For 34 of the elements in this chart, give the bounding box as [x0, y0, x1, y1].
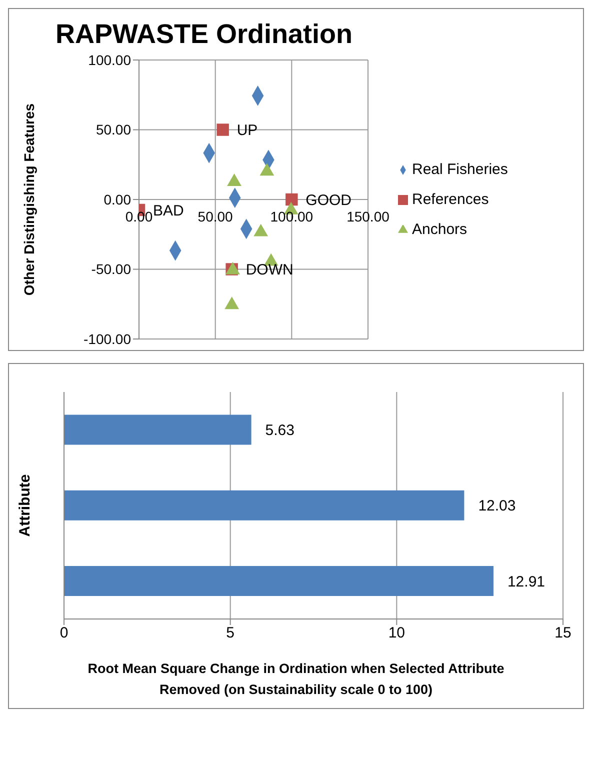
chart-title: RAPWASTE Ordination [54, 18, 354, 50]
y-tick-label: 0.00 [104, 191, 132, 208]
y-tick-label: 100.00 [88, 52, 132, 68]
y-tick-label: -100.00 [84, 330, 132, 347]
y-tick-label: -50.00 [91, 261, 132, 278]
x-tick-label: 0 [60, 624, 68, 642]
data-label: 12.03 [478, 498, 516, 515]
point [216, 124, 229, 136]
x-tick-label: 10 [388, 624, 406, 642]
annotation: GOOD [306, 192, 352, 209]
data-label: 12.91 [507, 573, 546, 590]
bar [64, 566, 494, 596]
bar [64, 414, 252, 445]
annotation: UP [236, 122, 258, 140]
x-tick-label: 100.00 [270, 208, 314, 224]
point [286, 193, 298, 206]
x-tick-label: 0.00 [125, 208, 153, 224]
point [224, 296, 240, 310]
x-tick-label: 150.00 [346, 208, 390, 224]
y-axis-title: Other Distingishing Features [20, 103, 37, 296]
legend-label: References [412, 191, 489, 208]
x-tick-label: 5 [226, 624, 235, 642]
y-tick-label: 50.00 [96, 122, 132, 138]
annotation: DOWN [246, 262, 294, 279]
y-axis-title: Attribute [16, 474, 34, 537]
x-tick-label: 15 [554, 624, 572, 642]
data-label: 5.63 [265, 422, 294, 440]
x-tick-label: 50.00 [198, 208, 234, 224]
bar [64, 490, 464, 520]
legend-label: Anchors [412, 221, 468, 238]
x-axis-title: Root Mean Square Change in Ordination when Selected Attribute Removed (on Sustainability scale 0 to 100) [86, 660, 506, 699]
point [254, 224, 268, 236]
legend-label: Real Fisheries [412, 161, 508, 178]
annotation: BAD [153, 202, 184, 220]
